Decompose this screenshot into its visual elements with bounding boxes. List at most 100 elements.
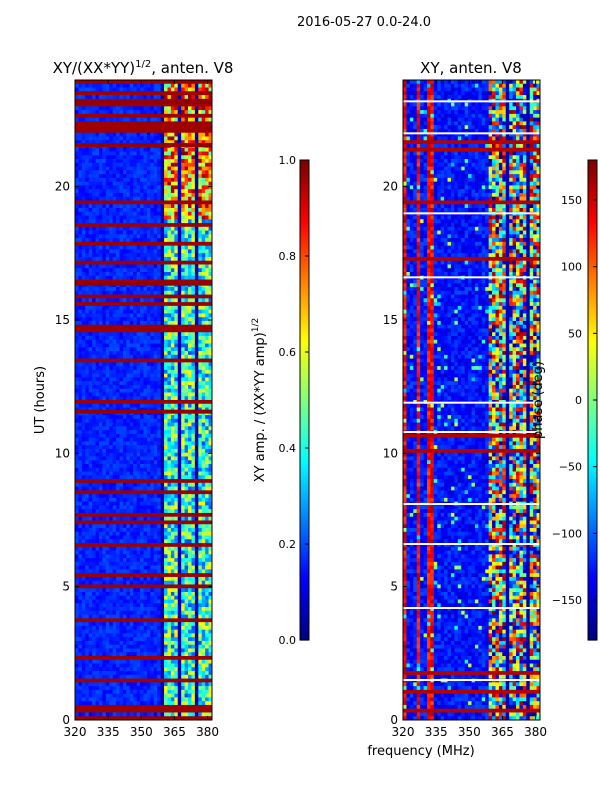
amplitude-heatmap-cell	[105, 290, 110, 295]
amplitude-heatmap-cell	[191, 486, 196, 491]
amplitude-heatmap-cell	[119, 452, 124, 457]
amplitude-heatmap-cell	[140, 339, 144, 344]
amplitude-heatmap-cell	[136, 275, 141, 280]
amplitude-heatmap-cell	[78, 377, 83, 382]
amplitude-heatmap-cell	[143, 170, 148, 175]
amplitude-heatmap-cell	[164, 317, 168, 322]
amplitude-heatmap-cell	[75, 264, 79, 269]
amplitude-heatmap-cell	[177, 211, 182, 216]
amplitude-heatmap-cell	[198, 223, 203, 228]
amplitude-heatmap-cell	[98, 200, 103, 205]
amplitude-heatmap-cell	[188, 479, 192, 484]
amplitude-heatmap-cell	[150, 531, 155, 536]
amplitude-heatmap-cell	[194, 418, 199, 423]
amplitude-heatmap-cell	[201, 332, 206, 337]
amplitude-heatmap-cell	[129, 170, 134, 175]
amplitude-heatmap-cell	[177, 230, 182, 235]
amplitude-heatmap-cell	[78, 475, 83, 480]
amplitude-heatmap-cell	[181, 516, 185, 521]
amplitude-heatmap-cell	[191, 189, 196, 194]
amplitude-heatmap-cell	[160, 388, 165, 393]
amplitude-heatmap-cell	[105, 448, 110, 454]
amplitude-heatmap-cell	[205, 204, 209, 209]
amplitude-heatmap-cell	[198, 366, 203, 371]
amplitude-heatmap-cell	[88, 279, 93, 284]
amplitude-heatmap-cell	[116, 102, 120, 107]
amplitude-heatmap-cell	[205, 290, 209, 295]
amplitude-heatmap-cell	[201, 539, 206, 544]
amplitude-heatmap-cell	[194, 279, 199, 284]
amplitude-heatmap-cell	[205, 275, 209, 280]
amplitude-heatmap-cell	[136, 272, 141, 277]
amplitude-heatmap-cell	[112, 219, 117, 224]
amplitude-heatmap-cell	[201, 117, 206, 122]
amplitude-heatmap-cell	[105, 110, 110, 115]
amplitude-heatmap-cell	[194, 113, 199, 119]
amplitude-heatmap-cell	[174, 256, 179, 262]
amplitude-heatmap-cell	[78, 140, 83, 145]
amplitude-heatmap-cell	[164, 234, 168, 239]
amplitude-heatmap-cell	[92, 430, 96, 435]
amplitude-heatmap-cell	[85, 113, 90, 119]
amplitude-heatmap-cell	[201, 147, 206, 152]
amplitude-heatmap-cell	[95, 433, 100, 439]
amplitude-heatmap-cell	[184, 501, 189, 506]
amplitude-heatmap-cell	[133, 147, 138, 152]
amplitude-heatmap-cell	[157, 256, 162, 262]
amplitude-heatmap-cell	[205, 358, 209, 363]
amplitude-heatmap-cell	[143, 264, 148, 269]
amplitude-heatmap-cell	[177, 528, 182, 533]
amplitude-heatmap-cell	[150, 113, 155, 119]
amplitude-heatmap-cell	[198, 136, 203, 141]
amplitude-heatmap-cell	[146, 102, 151, 107]
amplitude-heatmap-cell	[95, 328, 100, 333]
amplitude-heatmap-cell	[109, 189, 114, 194]
amplitude-heatmap-cell	[198, 253, 203, 258]
amplitude-heatmap-cell	[205, 117, 209, 122]
amplitude-heatmap-cell	[75, 95, 79, 100]
amplitude-heatmap-cell	[95, 403, 100, 408]
amplitude-heatmap-cell	[170, 196, 175, 201]
amplitude-heatmap-cell	[129, 162, 134, 167]
amplitude-heatmap-cell	[119, 328, 124, 333]
amplitude-heatmap-cell	[85, 403, 90, 408]
amplitude-heatmap-cell	[88, 490, 93, 495]
amplitude-heatmap-cell	[177, 418, 182, 423]
amplitude-heatmap-cell	[174, 351, 179, 356]
amplitude-heatmap-cell	[201, 482, 206, 487]
amplitude-heatmap-cell	[143, 215, 148, 220]
amplitude-heatmap-cell	[105, 302, 110, 307]
amplitude-heatmap-cell	[160, 332, 165, 337]
amplitude-heatmap-cell	[157, 155, 162, 160]
amplitude-heatmap-cell	[75, 226, 79, 231]
amplitude-heatmap-cell	[164, 448, 168, 454]
amplitude-heatmap-cell	[75, 471, 79, 476]
amplitude-heatmap-cell	[205, 418, 209, 423]
amplitude-heatmap-cell	[88, 464, 93, 469]
amplitude-heatmap-cell	[150, 290, 155, 295]
amplitude-heatmap-cell	[140, 448, 144, 454]
amplitude-heatmap-cell	[198, 241, 203, 247]
amplitude-heatmap-cell	[75, 324, 79, 329]
amplitude-heatmap-cell	[126, 234, 131, 239]
amplitude-heatmap-cell	[112, 343, 117, 348]
amplitude-heatmap-cell	[188, 339, 192, 344]
amplitude-heatmap-cell	[92, 501, 96, 506]
amplitude-heatmap-cell	[105, 223, 110, 228]
amplitude-heatmap-cell	[194, 268, 199, 273]
amplitude-heatmap-cell	[198, 238, 203, 243]
amplitude-heatmap-cell	[126, 121, 131, 126]
amplitude-heatmap-cell	[194, 369, 199, 375]
amplitude-heatmap-cell	[164, 324, 168, 329]
amplitude-heatmap-cell	[146, 501, 151, 506]
amplitude-heatmap-cell	[174, 230, 179, 235]
amplitude-heatmap-cell	[191, 407, 196, 412]
amplitude-heatmap-cell	[129, 102, 134, 107]
amplitude-heatmap-cell	[105, 381, 110, 386]
amplitude-heatmap-cell	[170, 159, 175, 164]
amplitude-heatmap-cell	[133, 249, 138, 254]
amplitude-heatmap-cell	[116, 392, 120, 397]
amplitude-heatmap-cell	[170, 279, 175, 284]
amplitude-heatmap-cell	[208, 358, 213, 363]
amplitude-heatmap-cell	[136, 95, 141, 100]
